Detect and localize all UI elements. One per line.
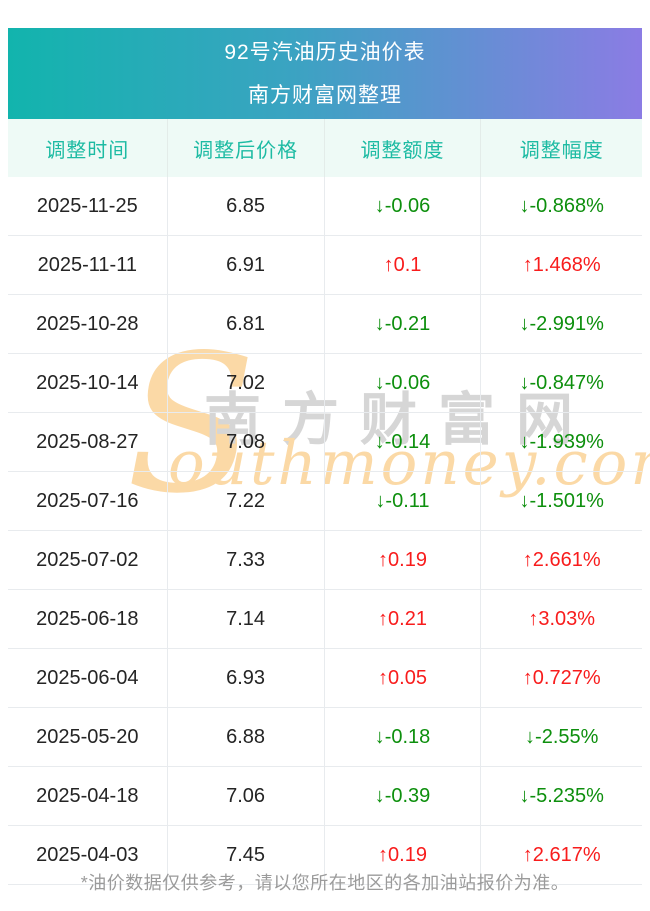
table-body: 2025-11-25 6.85 ↓-0.06 ↓-0.868% 2025-11-11 6.… [8,177,642,885]
column-header-0: 调整时间 [8,119,168,177]
cell-change: ↓-0.06 [324,353,482,413]
card-header: 92号汽油历史油价表 南方财富网整理 [8,28,642,119]
cell-pct: ↑2.661% [480,530,642,590]
cell-pct: ↓-5.235% [480,766,642,826]
cell-date: 2025-04-03 [8,825,168,885]
cell-change: ↑0.05 [324,648,482,708]
table-row: 2025-07-02 7.33 ↑0.19 ↑2.661% [8,530,642,590]
footnote: *油价数据仅供参考，请以您所在地区的各加油站报价为准。 [80,873,570,893]
cell-pct: ↓-1.939% [480,412,642,472]
cell-pct: ↑1.468% [480,235,642,295]
column-header-3: 调整幅度 [480,119,642,177]
table-row: 2025-10-14 7.02 ↓-0.06 ↓-0.847% [8,353,642,413]
cell-change: ↑0.19 [324,825,482,885]
table-row: 2025-04-18 7.06 ↓-0.39 ↓-5.235% [8,766,642,826]
cell-change: ↓-0.14 [324,412,482,472]
cell-change: ↓-0.06 [324,177,482,236]
cell-change: ↑0.21 [324,589,482,649]
price-table-card: 92号汽油历史油价表 南方财富网整理 调整时间 调整后价格 调整额度 调整幅度 202… [8,28,642,885]
table-row: 2025-06-18 7.14 ↑0.21 ↑3.03% [8,589,642,649]
cell-price: 7.14 [167,589,325,649]
table-row: 2025-11-25 6.85 ↓-0.06 ↓-0.868% [8,177,642,236]
page-title: 92号汽油历史油价表 [224,40,426,64]
cell-price: 6.88 [167,707,325,767]
cell-change: ↓-0.11 [324,471,482,531]
table-row: 2025-07-16 7.22 ↓-0.11 ↓-1.501% [8,471,642,531]
cell-change: ↑0.19 [324,530,482,590]
page-subtitle: 南方财富网整理 [248,83,402,107]
cell-date: 2025-10-28 [8,294,168,354]
table-header-row: 调整时间 调整后价格 调整额度 调整幅度 [8,119,642,177]
table-row: 2025-06-04 6.93 ↑0.05 ↑0.727% [8,648,642,708]
cell-change: ↓-0.21 [324,294,482,354]
cell-price: 7.22 [167,471,325,531]
cell-price: 7.08 [167,412,325,472]
cell-pct: ↓-0.868% [480,177,642,236]
cell-date: 2025-07-02 [8,530,168,590]
cell-price: 6.81 [167,294,325,354]
cell-price: 7.02 [167,353,325,413]
cell-pct: ↓-0.847% [480,353,642,413]
cell-change: ↓-0.18 [324,707,482,767]
cell-pct: ↓-2.991% [480,294,642,354]
cell-date: 2025-06-18 [8,589,168,649]
cell-price: 6.91 [167,235,325,295]
cell-pct: ↑3.03% [480,589,642,649]
cell-date: 2025-06-04 [8,648,168,708]
column-header-1: 调整后价格 [167,119,325,177]
cell-price: 7.45 [167,825,325,885]
cell-change: ↓-0.39 [324,766,482,826]
cell-date: 2025-11-25 [8,177,168,236]
table-row: 2025-11-11 6.91 ↑0.1 ↑1.468% [8,235,642,295]
cell-date: 2025-07-16 [8,471,168,531]
cell-date: 2025-08-27 [8,412,168,472]
cell-price: 6.85 [167,177,325,236]
cell-date: 2025-05-20 [8,707,168,767]
column-header-2: 调整额度 [324,119,482,177]
cell-price: 6.93 [167,648,325,708]
cell-price: 7.33 [167,530,325,590]
cell-pct: ↓-1.501% [480,471,642,531]
cell-pct: ↓-2.55% [480,707,642,767]
cell-pct: ↑2.617% [480,825,642,885]
cell-date: 2025-04-18 [8,766,168,826]
cell-change: ↑0.1 [324,235,482,295]
table-row: 2025-08-27 7.08 ↓-0.14 ↓-1.939% [8,412,642,472]
table-row: 2025-04-03 7.45 ↑0.19 ↑2.617% [8,825,642,885]
table-row: 2025-05-20 6.88 ↓-0.18 ↓-2.55% [8,707,642,767]
price-table: 调整时间 调整后价格 调整额度 调整幅度 2025-11-25 6.85 ↓-0.06 ↓-… [8,119,642,885]
table-row: 2025-10-28 6.81 ↓-0.21 ↓-2.991% [8,294,642,354]
cell-pct: ↑0.727% [480,648,642,708]
cell-date: 2025-10-14 [8,353,168,413]
cell-date: 2025-11-11 [8,235,168,295]
cell-price: 7.06 [167,766,325,826]
